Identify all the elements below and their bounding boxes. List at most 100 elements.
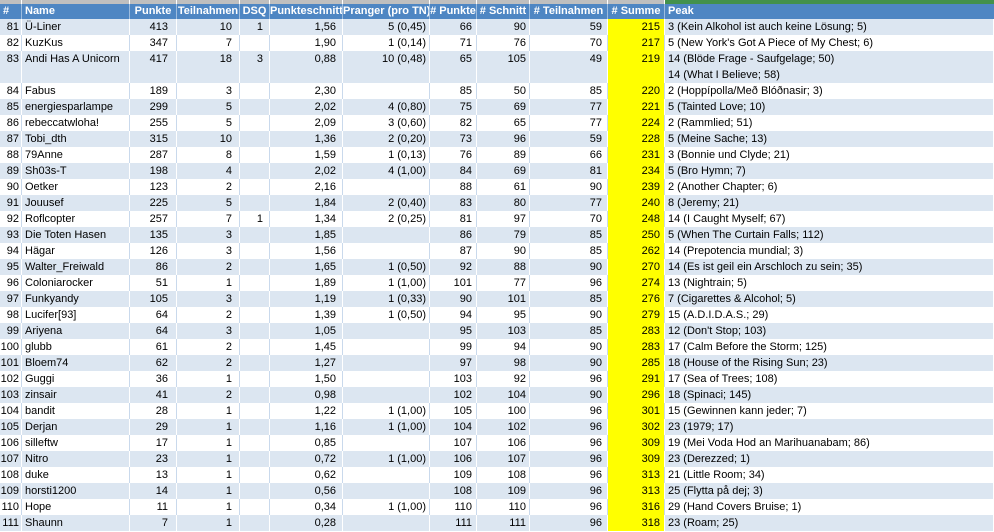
cell-hschnitt[interactable]: 94: [477, 339, 530, 355]
cell-hteilnahmen[interactable]: 66: [530, 147, 608, 163]
cell-dsq[interactable]: [240, 35, 270, 51]
cell-punkteschnitt[interactable]: 1,05: [270, 323, 343, 339]
cell-hsumme[interactable]: 283: [608, 323, 665, 339]
cell-punkteschnitt[interactable]: 2,02: [270, 163, 343, 179]
cell-hpunkte[interactable]: 95: [430, 323, 477, 339]
cell-pranger[interactable]: 10 (0,48): [343, 51, 430, 83]
cell-teilnahmen[interactable]: 1: [177, 483, 240, 499]
cell-hschnitt[interactable]: 90: [477, 19, 530, 35]
cell-punkteschnitt[interactable]: 1,90: [270, 35, 343, 51]
cell-dsq[interactable]: [240, 483, 270, 499]
column-header-name[interactable]: Name: [22, 4, 130, 19]
cell-teilnahmen[interactable]: 7: [177, 211, 240, 227]
cell-hsumme[interactable]: 318: [608, 515, 665, 531]
column-header-hteilnahmen[interactable]: # Teilnahmen: [530, 4, 608, 19]
cell-hpunkte[interactable]: 110: [430, 499, 477, 515]
cell-punkteschnitt[interactable]: 1,19: [270, 291, 343, 307]
cell-hschnitt[interactable]: 88: [477, 259, 530, 275]
cell-hsumme[interactable]: 301: [608, 403, 665, 419]
cell-punkte[interactable]: 189: [130, 83, 177, 99]
cell-punkteschnitt[interactable]: 1,56: [270, 19, 343, 35]
cell-name[interactable]: Sh03s-T: [22, 163, 130, 179]
cell-peak[interactable]: 18 (House of the Rising Sun; 23): [665, 355, 994, 371]
cell-hpunkte[interactable]: 104: [430, 419, 477, 435]
cell-rank[interactable]: 94: [0, 243, 22, 259]
cell-hpunkte[interactable]: 94: [430, 307, 477, 323]
cell-hteilnahmen[interactable]: 85: [530, 227, 608, 243]
cell-pranger[interactable]: [343, 483, 430, 499]
cell-dsq[interactable]: [240, 451, 270, 467]
cell-hpunkte[interactable]: 71: [430, 35, 477, 51]
cell-punkteschnitt[interactable]: 1,22: [270, 403, 343, 419]
cell-pranger[interactable]: 4 (0,80): [343, 99, 430, 115]
cell-teilnahmen[interactable]: 1: [177, 515, 240, 531]
cell-teilnahmen[interactable]: 10: [177, 19, 240, 35]
cell-name[interactable]: 79Anne: [22, 147, 130, 163]
cell-hsumme[interactable]: 291: [608, 371, 665, 387]
cell-hpunkte[interactable]: 90: [430, 291, 477, 307]
cell-punkteschnitt[interactable]: 2,02: [270, 99, 343, 115]
cell-pranger[interactable]: [343, 243, 430, 259]
cell-hpunkte[interactable]: 88: [430, 179, 477, 195]
cell-peak[interactable]: 18 (Spinaci; 145): [665, 387, 994, 403]
cell-pranger[interactable]: [343, 435, 430, 451]
cell-hschnitt[interactable]: 76: [477, 35, 530, 51]
cell-punkteschnitt[interactable]: 1,84: [270, 195, 343, 211]
cell-punkteschnitt[interactable]: 1,34: [270, 211, 343, 227]
cell-punkte[interactable]: 417: [130, 51, 177, 83]
cell-name[interactable]: Oetker: [22, 179, 130, 195]
cell-hsumme[interactable]: 313: [608, 467, 665, 483]
cell-rank[interactable]: 85: [0, 99, 22, 115]
cell-teilnahmen[interactable]: 2: [177, 307, 240, 323]
cell-hschnitt[interactable]: 104: [477, 387, 530, 403]
cell-name[interactable]: horsti1200: [22, 483, 130, 499]
cell-teilnahmen[interactable]: 18: [177, 51, 240, 83]
cell-rank[interactable]: 87: [0, 131, 22, 147]
cell-dsq[interactable]: [240, 291, 270, 307]
cell-dsq[interactable]: [240, 499, 270, 515]
cell-teilnahmen[interactable]: 3: [177, 227, 240, 243]
cell-name[interactable]: Bloem74: [22, 355, 130, 371]
cell-punkte[interactable]: 257: [130, 211, 177, 227]
cell-name[interactable]: Hope: [22, 499, 130, 515]
cell-hpunkte[interactable]: 92: [430, 259, 477, 275]
cell-peak[interactable]: 2 (Hoppípolla/Með Blóðnasir; 3): [665, 83, 994, 99]
cell-pranger[interactable]: [343, 387, 430, 403]
cell-hsumme[interactable]: 220: [608, 83, 665, 99]
cell-pranger[interactable]: [343, 83, 430, 99]
cell-peak[interactable]: 14 (I Caught Myself; 67): [665, 211, 994, 227]
cell-peak[interactable]: 14 (Blöde Frage - Saufgelage; 50) 14 (Wha…: [665, 51, 994, 83]
cell-punkteschnitt[interactable]: 0,88: [270, 51, 343, 83]
cell-dsq[interactable]: [240, 179, 270, 195]
cell-teilnahmen[interactable]: 7: [177, 35, 240, 51]
cell-punkte[interactable]: 135: [130, 227, 177, 243]
cell-name[interactable]: Tobi_dth: [22, 131, 130, 147]
cell-hteilnahmen[interactable]: 96: [530, 275, 608, 291]
cell-hpunkte[interactable]: 103: [430, 371, 477, 387]
cell-rank[interactable]: 93: [0, 227, 22, 243]
cell-peak[interactable]: 3 (Bonnie und Clyde; 21): [665, 147, 994, 163]
cell-pranger[interactable]: 1 (1,00): [343, 499, 430, 515]
cell-teilnahmen[interactable]: 2: [177, 179, 240, 195]
cell-hsumme[interactable]: 217: [608, 35, 665, 51]
cell-dsq[interactable]: [240, 339, 270, 355]
cell-punkteschnitt[interactable]: 1,59: [270, 147, 343, 163]
cell-punkteschnitt[interactable]: 0,98: [270, 387, 343, 403]
cell-teilnahmen[interactable]: 4: [177, 163, 240, 179]
cell-rank[interactable]: 97: [0, 291, 22, 307]
cell-dsq[interactable]: [240, 371, 270, 387]
cell-hpunkte[interactable]: 99: [430, 339, 477, 355]
cell-teilnahmen[interactable]: 2: [177, 339, 240, 355]
cell-name[interactable]: Roflcopter: [22, 211, 130, 227]
cell-hschnitt[interactable]: 77: [477, 275, 530, 291]
cell-punkteschnitt[interactable]: 1,65: [270, 259, 343, 275]
cell-peak[interactable]: 12 (Don't Stop; 103): [665, 323, 994, 339]
column-header-teilnahmen[interactable]: Teilnahmen: [177, 4, 240, 19]
cell-rank[interactable]: 107: [0, 451, 22, 467]
cell-teilnahmen[interactable]: 2: [177, 355, 240, 371]
cell-peak[interactable]: 19 (Mei Voda Hod an Marihuanabam; 86): [665, 435, 994, 451]
cell-hsumme[interactable]: 250: [608, 227, 665, 243]
cell-rank[interactable]: 81: [0, 19, 22, 35]
cell-peak[interactable]: 23 (1979; 17): [665, 419, 994, 435]
cell-hschnitt[interactable]: 79: [477, 227, 530, 243]
